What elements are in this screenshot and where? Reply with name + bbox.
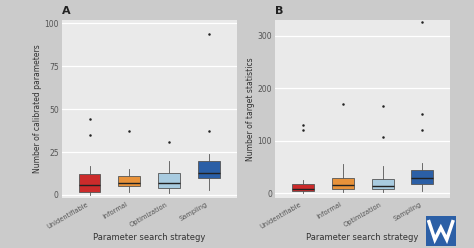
Bar (292, 184, 314, 191)
Bar (198, 161, 220, 178)
Text: A: A (62, 6, 70, 16)
Bar (158, 173, 180, 188)
X-axis label: Parameter search strategy: Parameter search strategy (93, 233, 206, 242)
Bar (118, 176, 140, 186)
Bar (411, 170, 433, 184)
Y-axis label: Number of target statistics: Number of target statistics (246, 57, 255, 161)
Text: B: B (275, 6, 283, 16)
Bar (372, 180, 393, 189)
Bar (79, 174, 100, 191)
Y-axis label: Number of calibrated parameters: Number of calibrated parameters (33, 45, 42, 174)
Bar (332, 179, 354, 189)
X-axis label: Parameter search strategy: Parameter search strategy (306, 233, 419, 242)
